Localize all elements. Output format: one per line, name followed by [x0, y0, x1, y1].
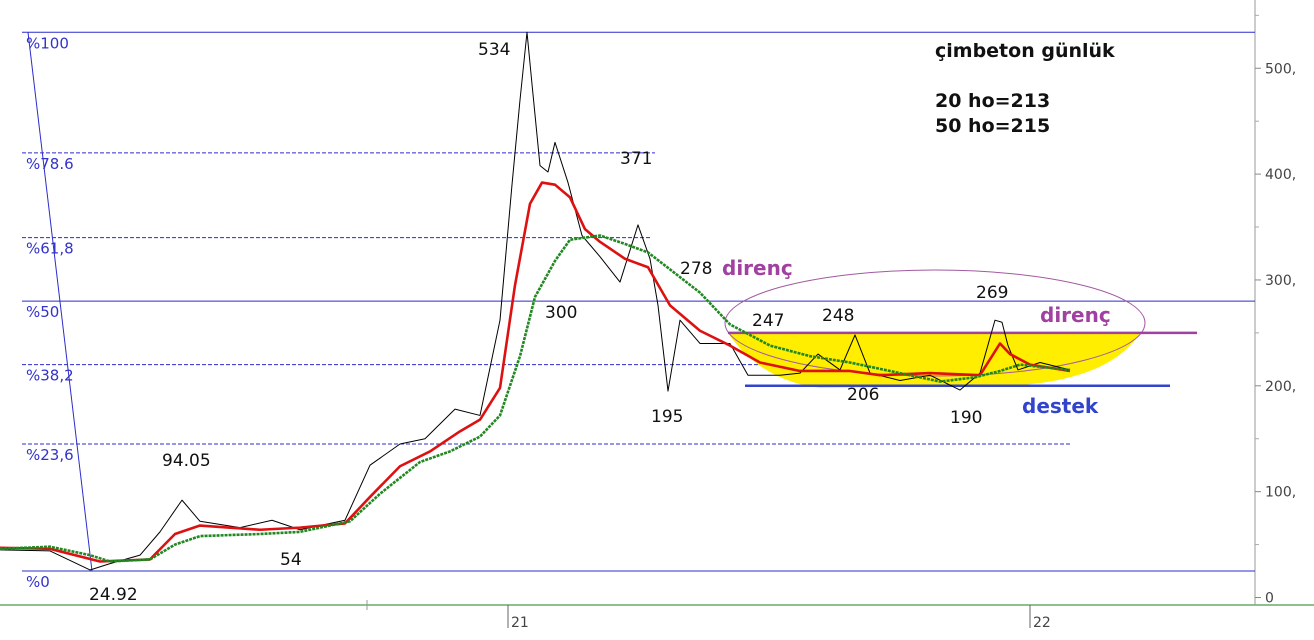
- price-label: 190: [950, 408, 982, 428]
- fib-level-label: %61,8: [26, 240, 74, 258]
- price-label: 24.92: [89, 585, 138, 605]
- price-label: 269: [976, 283, 1008, 303]
- ma50-annotation: 50 ho=215: [935, 115, 1050, 137]
- price-label: 534: [478, 40, 510, 60]
- fib-level-label: %100: [26, 34, 69, 52]
- price-label: 247: [752, 311, 784, 331]
- support-label: destek: [1022, 394, 1099, 418]
- y-tick-label: 0: [1265, 591, 1274, 607]
- fib-level-label: %50: [26, 303, 59, 321]
- ma20-series-line: [0, 181, 1071, 563]
- price-label: 94.05: [162, 451, 211, 471]
- price-label: 195: [651, 407, 683, 427]
- y-tick-label: 300,: [1265, 273, 1296, 289]
- consolidation-ellipse: [724, 269, 1146, 377]
- y-tick-label: 400,: [1265, 167, 1296, 183]
- ma20-annotation: 20 ho=213: [935, 90, 1050, 112]
- price-series-line: [0, 31, 1071, 571]
- price-label: 371: [620, 149, 652, 169]
- fib-level-label: %23,6: [26, 446, 74, 464]
- consolidation-zone: [728, 332, 1140, 388]
- resistance-label-upper: direnç: [722, 256, 793, 280]
- fib-level-label: %78.6: [26, 155, 74, 173]
- y-tick-label: 500,: [1265, 61, 1296, 77]
- chart-title: çimbeton günlük: [935, 40, 1115, 62]
- resistance-label: direnç: [1040, 303, 1111, 327]
- price-label: 278: [680, 259, 712, 279]
- y-tick-label: 100,: [1265, 485, 1296, 501]
- x-tick-label: 22: [1033, 615, 1051, 631]
- x-tick-label: 21: [511, 615, 529, 631]
- fib-diagonal-line: [27, 32, 93, 572]
- price-label: 54: [280, 550, 302, 570]
- price-label: 248: [822, 306, 854, 326]
- price-label: 206: [847, 385, 879, 405]
- price-label: 300: [545, 303, 577, 323]
- fib-level-label: %0: [26, 573, 50, 591]
- y-tick-label: 200,: [1265, 379, 1296, 395]
- ma50-series-line: [0, 234, 1071, 563]
- fib-level-label: %38,2: [26, 367, 74, 385]
